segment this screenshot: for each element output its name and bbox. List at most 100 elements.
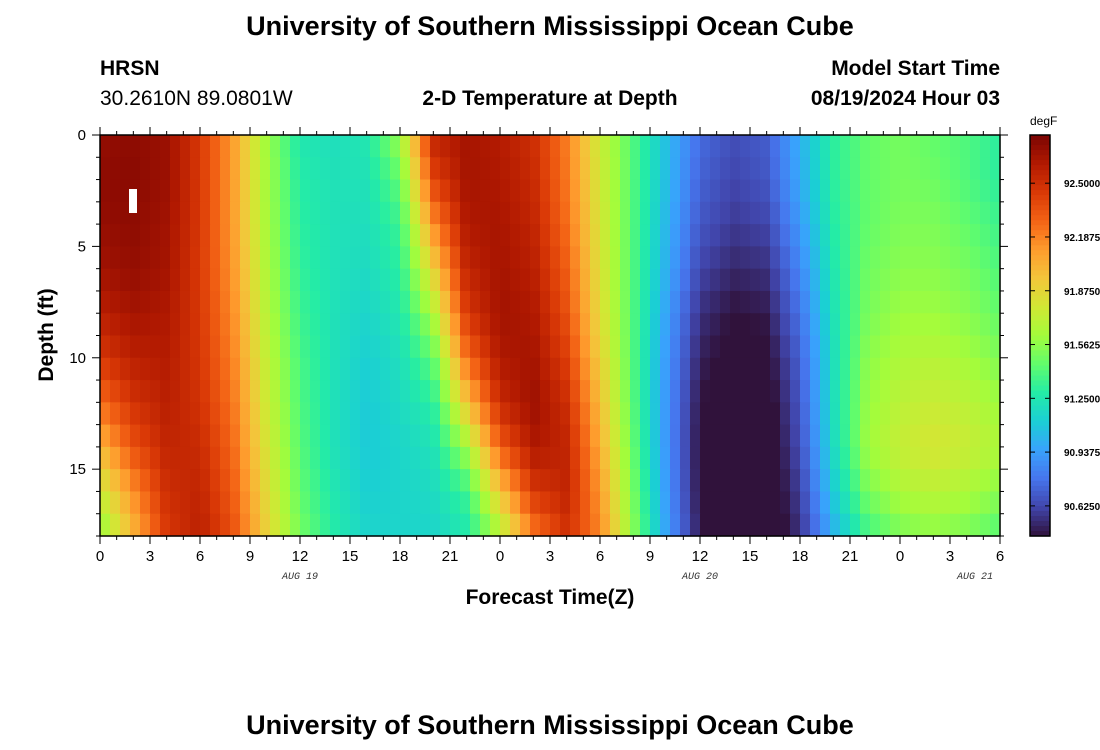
heatmap-cell: [490, 491, 501, 515]
heatmap-cell: [300, 491, 311, 515]
heatmap-cell: [720, 313, 731, 337]
heatmap-cell: [460, 268, 471, 292]
heatmap-cell: [290, 446, 301, 470]
heatmap-cell: [260, 424, 271, 448]
heatmap-cell: [310, 313, 321, 337]
heatmap-cell: [870, 290, 881, 314]
heatmap-cell: [580, 446, 591, 470]
heatmap-cell: [710, 469, 721, 493]
colorbar-segment: [1030, 520, 1050, 527]
heatmap-cell: [300, 513, 311, 537]
heatmap-cell: [270, 335, 281, 359]
heatmap-cell: [340, 335, 351, 359]
heatmap-cell: [250, 179, 261, 203]
heatmap-cell: [950, 246, 961, 270]
heatmap-cell: [490, 402, 501, 426]
heatmap-cell: [160, 290, 171, 314]
heatmap-cell: [830, 224, 841, 247]
heatmap-cell: [820, 313, 831, 337]
heatmap-cell: [750, 446, 761, 470]
heatmap-cell: [350, 335, 361, 359]
heatmap-cell: [660, 179, 671, 203]
colorbar-segment: [1030, 380, 1050, 387]
colorbar-segment: [1030, 170, 1050, 176]
heatmap-cell: [660, 157, 671, 181]
colorbar-segment: [1030, 165, 1050, 171]
heatmap-cell: [100, 424, 111, 448]
heatmap-cell: [750, 469, 761, 493]
heatmap-cell: [430, 268, 441, 292]
heatmap-cell: [510, 135, 521, 158]
heatmap-cell: [800, 513, 811, 537]
heatmap-cell: [690, 424, 701, 448]
heatmap-cell: [180, 357, 191, 381]
heatmap-cell: [710, 268, 721, 292]
heatmap-cell: [490, 335, 501, 359]
heatmap-cell: [390, 424, 401, 448]
heatmap-cell: [990, 446, 1001, 470]
heatmap-cell: [540, 513, 551, 537]
heatmap-cell: [690, 335, 701, 359]
heatmap-cell: [210, 513, 221, 537]
heatmap-cell: [820, 290, 831, 314]
heatmap-cell: [820, 424, 831, 448]
colorbar-segment: [1030, 265, 1050, 271]
heatmap-cell: [320, 246, 331, 270]
heatmap-cell: [760, 446, 771, 470]
heatmap-cell: [180, 224, 191, 247]
heatmap-cell: [200, 201, 211, 225]
heatmap-cell: [300, 335, 311, 359]
heatmap-cell: [530, 313, 541, 337]
heatmap-cell: [980, 135, 991, 158]
heatmap-cell: [620, 357, 631, 381]
colorbar-segment: [1030, 370, 1050, 377]
heatmap-cell: [120, 179, 131, 203]
heatmap-cell: [570, 246, 581, 270]
station-code: HRSN: [100, 57, 160, 80]
heatmap-cell: [850, 313, 861, 337]
colorbar-segment: [1030, 495, 1050, 502]
heatmap-cell: [910, 290, 921, 314]
heatmap-cell: [370, 335, 381, 359]
heatmap-cell: [770, 380, 781, 403]
heatmap-cell: [370, 179, 381, 203]
heatmap-cell: [870, 201, 881, 225]
heatmap-cell: [100, 513, 111, 537]
heatmap-cell: [910, 201, 921, 225]
heatmap-cell: [440, 135, 451, 158]
heatmap-cell: [120, 157, 131, 181]
y-axis-label: Depth (ft): [35, 288, 58, 381]
heatmap-cell: [590, 380, 601, 403]
heatmap-cell: [160, 380, 171, 403]
heatmap-cell: [230, 157, 241, 181]
heatmap-cell: [790, 135, 801, 158]
heatmap-cell: [600, 513, 611, 537]
heatmap-cell: [970, 157, 981, 181]
heatmap-cell: [170, 335, 181, 359]
heatmap-cell: [330, 446, 341, 470]
heatmap-cell: [550, 201, 561, 225]
heatmap-cell: [780, 135, 791, 158]
heatmap-cell: [870, 402, 881, 426]
heatmap-cell: [480, 290, 491, 314]
heatmap-cell: [630, 424, 641, 448]
heatmap-cell: [400, 201, 411, 225]
heatmap-cell: [690, 290, 701, 314]
heatmap-cell: [900, 313, 911, 337]
heatmap-cell: [550, 313, 561, 337]
heatmap-cell: [370, 290, 381, 314]
heatmap-cell: [840, 201, 851, 225]
heatmap-cell: [390, 491, 401, 515]
heatmap-cell: [920, 135, 931, 158]
x-tick-label: 12: [292, 548, 309, 565]
heatmap-cell: [330, 268, 341, 292]
heatmap-cell: [350, 224, 361, 247]
heatmap-cell: [320, 224, 331, 247]
heatmap-cell: [770, 513, 781, 537]
heatmap-cell: [220, 335, 231, 359]
heatmap-cell: [440, 424, 451, 448]
heatmap-cell: [320, 424, 331, 448]
heatmap-cell: [260, 380, 271, 403]
heatmap-cell: [600, 268, 611, 292]
heatmap-cell: [830, 469, 841, 493]
